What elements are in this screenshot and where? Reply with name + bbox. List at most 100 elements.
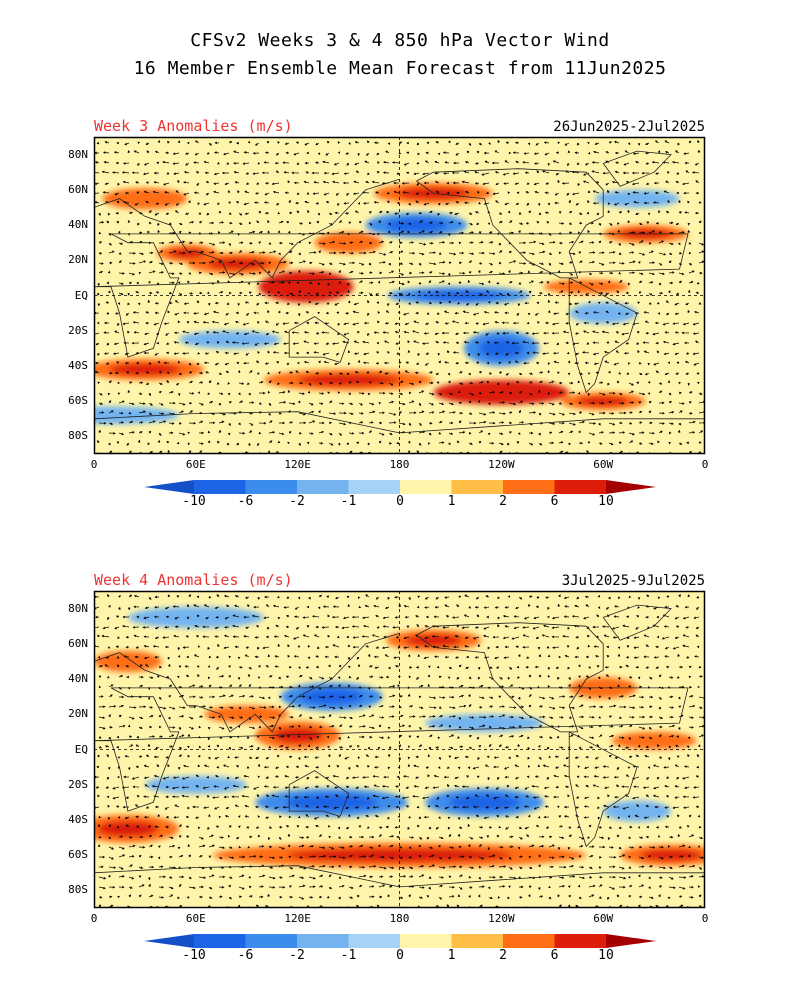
wind-arrow [613, 776, 620, 779]
wind-arrow [148, 894, 154, 898]
colorbar-label: 0 [396, 494, 404, 509]
wind-arrow [568, 240, 575, 244]
wind-arrow [527, 756, 530, 760]
wind-arrow [214, 301, 220, 305]
y-axis-label: 60N [68, 182, 88, 196]
wind-arrow [153, 181, 160, 184]
wind-arrow [684, 360, 690, 364]
wind-arrow [464, 636, 470, 639]
wind-arrow [588, 894, 595, 898]
wind-arrow [195, 774, 200, 778]
wind-arrow [358, 835, 365, 839]
wind-arrow [118, 230, 121, 234]
wind-arrow [117, 816, 121, 819]
wind-arrow [234, 181, 240, 184]
wind-arrow [577, 380, 581, 384]
wind-arrow [557, 179, 560, 184]
wind-arrow [318, 676, 325, 680]
wind-arrow [425, 151, 430, 155]
wind-arrow [258, 895, 264, 899]
wind-arrow [218, 429, 222, 434]
wind-arrow [346, 826, 350, 830]
wind-arrow [423, 181, 429, 185]
wind-arrow [261, 171, 270, 175]
map-frame [93, 590, 706, 909]
wind-arrow [284, 330, 290, 334]
wind-arrow [248, 885, 252, 889]
wind-arrow [116, 200, 120, 204]
wind-arrow [147, 743, 151, 747]
wind-arrow [334, 302, 340, 306]
wind-arrow [567, 360, 571, 364]
wind-arrow [268, 826, 273, 829]
wind-arrow [164, 626, 170, 629]
x-axis-label: 0 [90, 912, 98, 925]
wind-arrow [507, 676, 510, 680]
wind-arrow [428, 864, 436, 868]
wind-arrow [448, 261, 452, 265]
wind-arrow [383, 361, 390, 365]
wind-arrow [238, 382, 245, 385]
wind-arrow [197, 202, 200, 205]
wind-arrow [247, 140, 251, 144]
wind-arrow [647, 392, 651, 396]
wind-arrow [196, 614, 200, 618]
wind-arrow [338, 736, 341, 740]
wind-arrow [368, 675, 374, 678]
wind-arrow [668, 242, 674, 246]
wind-arrow [128, 844, 136, 848]
wind-arrow [418, 271, 425, 274]
wind-arrow [143, 795, 150, 798]
wind-arrow [515, 160, 520, 164]
wind-arrow [298, 412, 306, 416]
wind-arrow [568, 381, 574, 385]
wind-arrow [652, 201, 660, 204]
wind-arrow [493, 341, 500, 345]
wind-arrow [351, 615, 360, 619]
wind-arrow [98, 429, 101, 434]
wind-arrow [593, 311, 600, 314]
wind-arrow [475, 814, 480, 818]
wind-arrow [378, 261, 386, 264]
wind-arrow [364, 160, 370, 164]
wind-arrow [572, 192, 580, 196]
wind-arrow [178, 372, 182, 376]
wind-arrow [157, 856, 161, 860]
wind-arrow [181, 794, 190, 798]
wind-arrow [138, 726, 143, 729]
wind-arrow [122, 624, 130, 628]
wind-arrow [117, 302, 121, 305]
wind-arrow [158, 665, 163, 669]
wind-arrow [323, 360, 330, 364]
wind-arrow [275, 170, 280, 174]
wind-arrow [427, 804, 431, 808]
wind-arrow [133, 331, 140, 334]
wind-arrow [218, 706, 224, 709]
wind-arrow [297, 596, 301, 600]
wind-arrow [98, 904, 102, 908]
wind-arrow [228, 251, 233, 255]
wind-arrow [538, 854, 541, 858]
wind-arrow [356, 676, 360, 680]
wind-arrow [315, 292, 320, 295]
wind-arrow [378, 696, 383, 699]
wind-arrow [257, 815, 261, 818]
wind-arrow [338, 382, 342, 385]
wind-arrow [337, 676, 341, 680]
wind-arrow [114, 371, 119, 375]
wind-arrow [444, 655, 450, 659]
wind-arrow [373, 655, 380, 659]
wind-arrow [193, 332, 200, 336]
wind-arrow [285, 675, 290, 678]
wind-arrow [372, 794, 380, 798]
wind-arrow [173, 352, 180, 355]
x-axis-label: 120W [488, 458, 515, 471]
wind-arrow [418, 726, 422, 730]
wind-arrow [614, 151, 619, 155]
wind-arrow [134, 804, 140, 808]
wind-arrow [307, 656, 311, 660]
wind-arrow [348, 865, 353, 869]
colorbar-label: -10 [182, 494, 206, 509]
wind-arrow [148, 735, 156, 738]
wind-arrow [97, 282, 101, 287]
